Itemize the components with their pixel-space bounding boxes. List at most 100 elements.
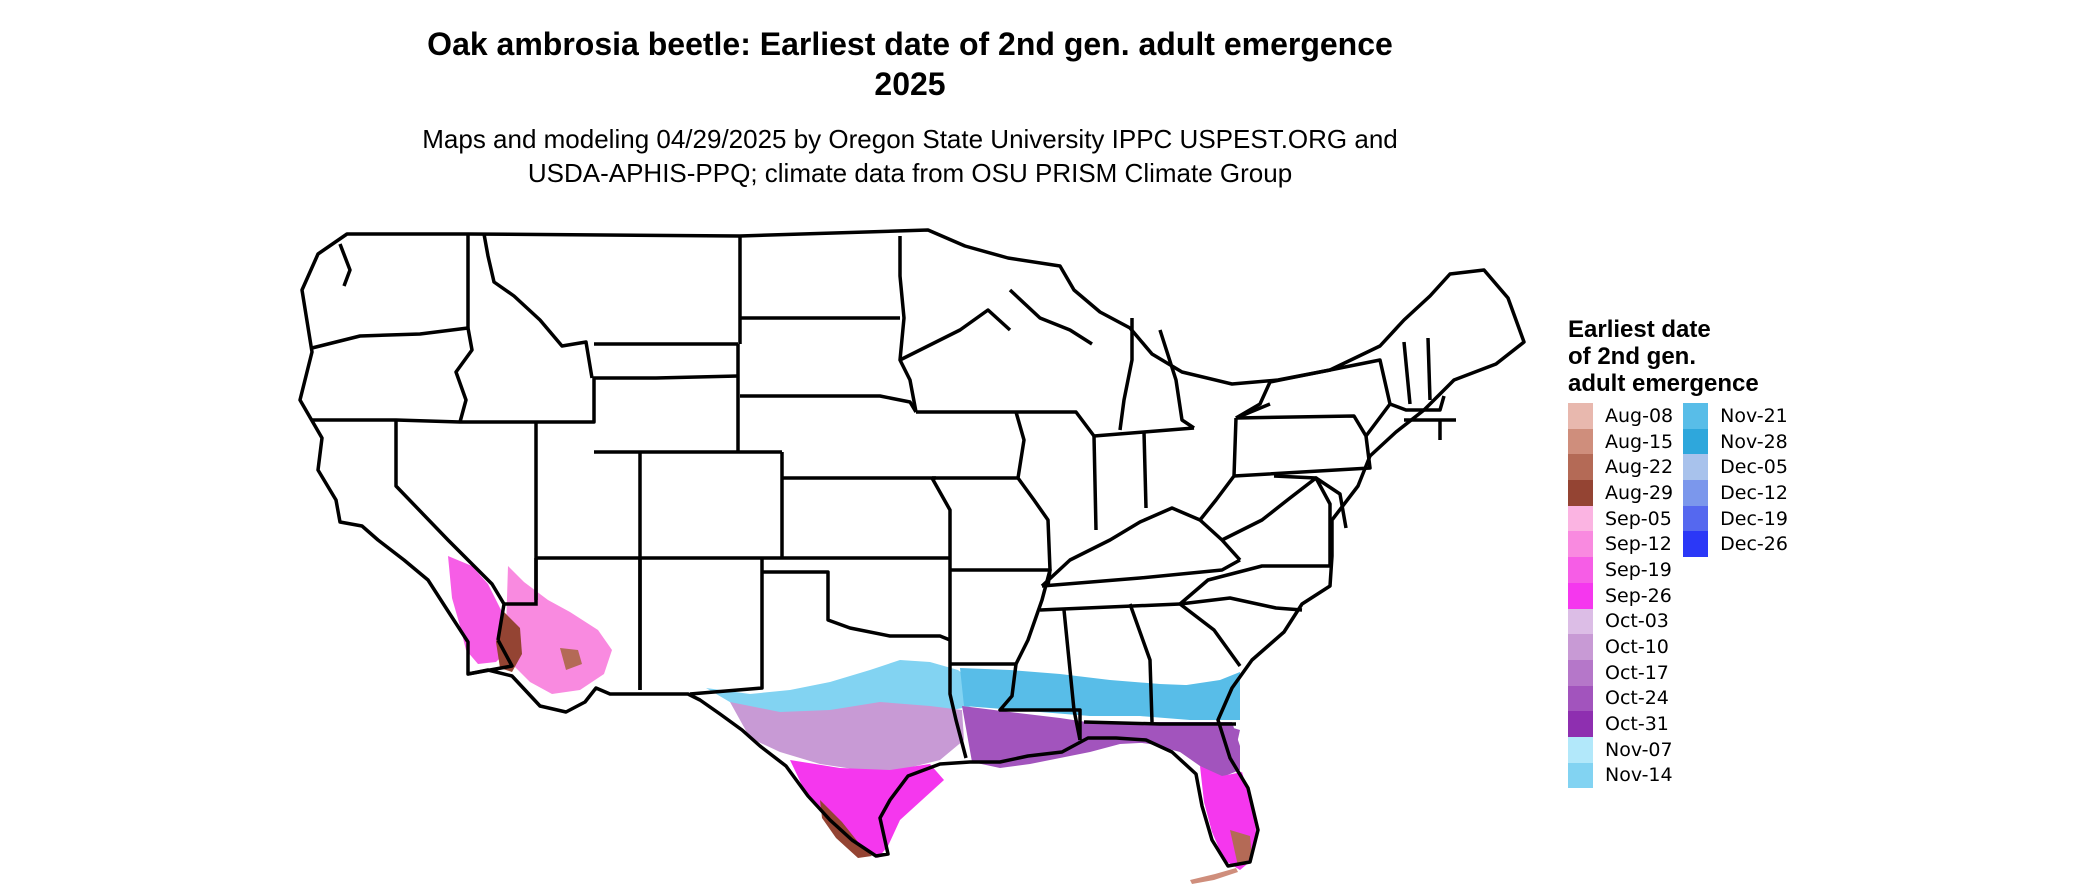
border-tn-south <box>1039 602 1181 612</box>
region-texas-pink <box>790 760 944 858</box>
border-ny-vt <box>1389 395 1446 412</box>
region-southeast-blue <box>1130 672 1240 720</box>
legend-item: Nov-14 <box>1568 762 1673 789</box>
legend-swatch <box>1568 454 1593 481</box>
border-ga-fl <box>1083 720 1236 726</box>
border-in-oh <box>1142 431 1148 509</box>
region-florida-keys <box>1190 868 1238 884</box>
legend-column: Aug-08 Aug-15 Aug-22 Aug-29 Sep-05 Sep-12 Sep-… <box>1568 403 1674 789</box>
legend-label: Oct-10 <box>1605 636 1669 659</box>
legend-swatch <box>1683 403 1709 429</box>
legend-label: Nov-21 <box>1720 404 1788 427</box>
border-va <box>1221 476 1332 566</box>
map-subtitle-line2: USDA-APHIS-PPQ; climate data from OSU PR… <box>527 158 1293 188</box>
map-title: Oak ambrosia beetle: Earliest date of 2n… <box>260 24 1560 104</box>
border-dakota-mn <box>898 236 918 413</box>
legend-item: Dec-05 <box>1683 454 1788 481</box>
border-nv-az <box>504 558 538 606</box>
border-oh-mi <box>1093 426 1195 438</box>
legend-swatch <box>1568 557 1593 583</box>
legend-label: Nov-07 <box>1605 738 1673 761</box>
border-ms-al <box>1062 609 1082 741</box>
border-wi-mn <box>899 308 1012 362</box>
border-or-ca-nv <box>312 418 536 424</box>
border-ca-az <box>467 639 514 676</box>
legend-label: Dec-12 <box>1720 481 1788 504</box>
border-tx-la <box>948 640 968 759</box>
legend-label: Sep-05 <box>1605 507 1672 530</box>
border-ky-tn <box>1041 558 1241 588</box>
legend-title: Earliest date of 2nd gen. adult emergenc… <box>1568 316 1798 397</box>
border-il-in <box>1092 435 1098 531</box>
border-ga-sc <box>1178 602 1242 668</box>
legend-swatch <box>1568 736 1593 763</box>
border-ok-tx <box>762 570 951 642</box>
border-la-ms <box>998 663 1082 740</box>
legend-label: Aug-15 <box>1605 430 1674 453</box>
border-md <box>1273 474 1348 529</box>
legend-swatch <box>1568 403 1593 429</box>
legend-item: Sep-26 <box>1568 582 1673 609</box>
legend-label: Oct-17 <box>1605 661 1669 684</box>
legend-swatch <box>1683 505 1709 532</box>
legend-item: Oct-31 <box>1568 711 1673 737</box>
legend-item: Aug-15 <box>1568 428 1674 455</box>
legend-label: Sep-12 <box>1605 533 1672 556</box>
legend-swatch <box>1568 505 1593 532</box>
legend-column: Nov-21 Nov-28 Dec-05 Dec-12 Dec-19 Dec-26 <box>1683 403 1788 788</box>
extra-borders <box>504 558 538 606</box>
legend: Earliest date of 2nd gen. adult emergenc… <box>1568 316 1798 789</box>
lake-erie <box>1235 402 1271 420</box>
border-wi-mi <box>1008 288 1093 346</box>
legend-swatch <box>1568 608 1593 635</box>
border-nh-me <box>1426 337 1432 401</box>
legend-label: Dec-19 <box>1720 507 1788 530</box>
legend-item: Oct-03 <box>1568 608 1673 635</box>
legend-title-line1: Earliest date <box>1568 316 1711 343</box>
legend-swatch <box>1568 711 1593 737</box>
lake-huron <box>1158 329 1195 430</box>
puget-sound <box>338 243 352 287</box>
map-title-line1: Oak ambrosia beetle: Earliest date of 2n… <box>427 26 1393 62</box>
region-southwest-dark <box>496 612 522 672</box>
map-subtitle-line1: Maps and modeling 04/29/2025 by Oregon S… <box>422 124 1398 154</box>
legend-label: Sep-19 <box>1605 558 1672 581</box>
border-nc-sc <box>1179 596 1303 612</box>
legend-item: Nov-21 <box>1683 403 1788 429</box>
border-pa <box>1233 414 1372 478</box>
border-wa-or <box>311 326 469 350</box>
map-subtitle: Maps and modeling 04/29/2025 by Oregon S… <box>260 122 1560 190</box>
legend-item: Oct-24 <box>1568 685 1673 712</box>
legend-swatch <box>1683 454 1709 481</box>
region-texas-blue-fringe <box>706 660 976 718</box>
legend-title-line3: adult emergence <box>1568 370 1759 397</box>
legend-swatch <box>1683 531 1709 558</box>
legend-item: Aug-22 <box>1568 454 1673 481</box>
legend-item: Aug-08 <box>1568 403 1673 429</box>
region-florida-purple <box>1110 722 1240 778</box>
legend-swatch <box>1568 480 1593 506</box>
map-title-line2: 2025 <box>874 66 946 102</box>
border-wi-il <box>1016 410 1096 438</box>
legend-label: Aug-08 <box>1605 404 1674 427</box>
lake-michigan <box>1118 318 1134 431</box>
border-ky-north <box>1040 506 1242 588</box>
legend-swatch <box>1568 762 1593 789</box>
legend-swatch <box>1568 685 1593 712</box>
region-southwest-fringe <box>506 566 612 694</box>
border-id-mt <box>482 233 594 379</box>
border-mo-ar <box>950 568 1052 587</box>
legend-label: Sep-26 <box>1605 584 1672 607</box>
border-id-wy-nv-ut <box>536 374 739 424</box>
legend-label: Dec-26 <box>1720 533 1788 556</box>
legend-item: Oct-10 <box>1568 634 1673 660</box>
border-oh-wv <box>1198 417 1238 522</box>
legend-item: Sep-05 <box>1568 505 1673 532</box>
us-outline <box>298 228 1526 868</box>
border-vt-nh <box>1402 341 1412 405</box>
border-ca-nv <box>394 420 506 641</box>
legend-swatch <box>1568 428 1593 455</box>
border-mo-west <box>930 477 952 570</box>
legend-item: Dec-26 <box>1683 531 1788 558</box>
